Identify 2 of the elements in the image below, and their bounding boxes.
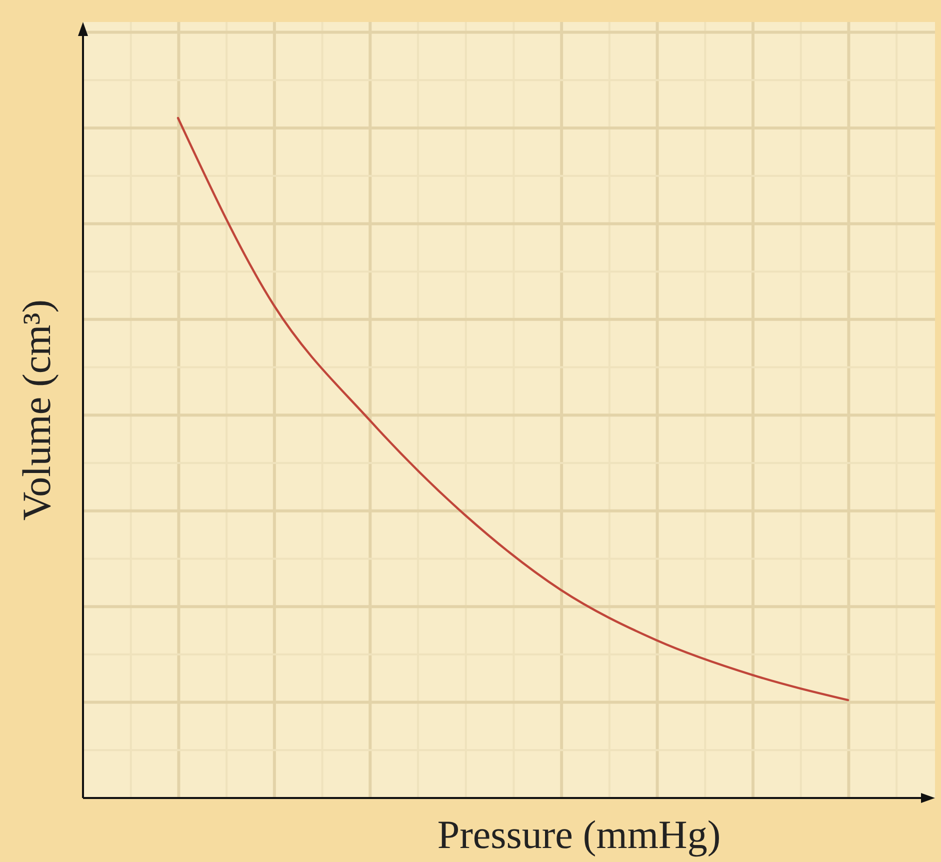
x-axis-title: Pressure (mmHg) <box>437 812 721 857</box>
y-axis-title: Volume (cm³) <box>14 299 59 521</box>
